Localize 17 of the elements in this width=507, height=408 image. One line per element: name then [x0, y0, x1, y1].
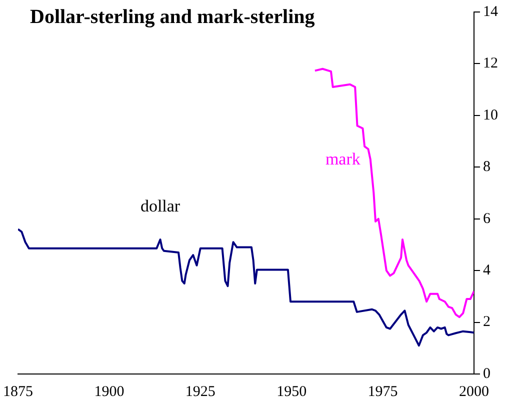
series-label: mark: [325, 149, 361, 168]
y-tick-label: 8: [483, 159, 490, 176]
series-label: dollar: [140, 196, 180, 216]
x-tick-label: 1875: [3, 384, 33, 400]
y-tick-label: 0: [483, 366, 490, 382]
y-tick-label: 10: [483, 107, 498, 124]
x-tick-label: 2000: [459, 384, 489, 400]
x-tick-label: 1925: [185, 384, 216, 400]
y-tick-label: 6: [483, 210, 491, 227]
chart-title: Dollar-sterling and mark-sterling: [30, 6, 315, 29]
y-tick-label: 2: [483, 314, 490, 330]
x-tick-label: 1900: [94, 384, 124, 400]
x-tick-label: 1950: [276, 384, 307, 400]
x-tick-label: 1975: [368, 384, 398, 400]
y-tick-label: 14: [483, 4, 498, 20]
y-tick-label: 4: [483, 262, 491, 279]
y-tick-label: 12: [483, 56, 498, 72]
